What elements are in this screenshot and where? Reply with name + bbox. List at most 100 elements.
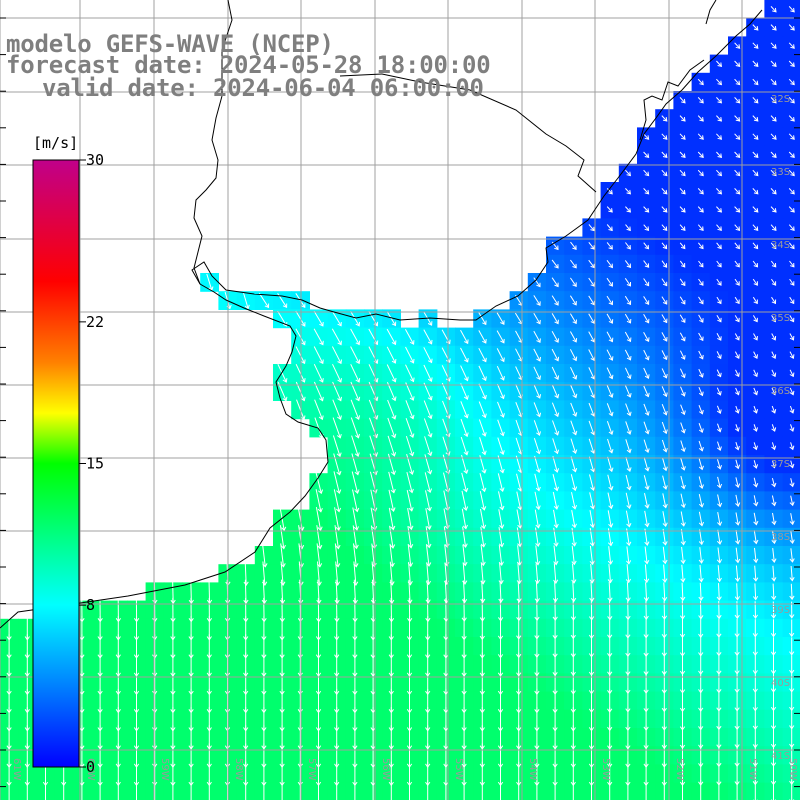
wind-arrow xyxy=(331,328,342,346)
wind-arrow xyxy=(717,512,723,527)
wind-arrow xyxy=(606,259,613,269)
wind-arrow xyxy=(753,405,758,414)
wind-arrow xyxy=(680,493,686,509)
latitude-label: 40S xyxy=(771,678,790,689)
colorbar-tick-label: 30 xyxy=(86,151,104,169)
wind-arrow xyxy=(332,417,342,439)
wind-arrow xyxy=(624,349,632,361)
wind-arrow xyxy=(534,581,540,603)
wind-arrow xyxy=(386,346,397,364)
wind-arrow xyxy=(716,565,722,583)
wind-arrow xyxy=(552,438,560,455)
wind-arrow xyxy=(552,473,559,492)
wind-arrow xyxy=(478,347,487,363)
wind-arrow xyxy=(405,364,415,383)
wind-arrow xyxy=(734,169,741,177)
wind-arrow xyxy=(698,314,704,323)
wind-arrow xyxy=(243,561,249,586)
wind-arrow xyxy=(461,580,468,604)
wind-arrow xyxy=(753,351,758,359)
wind-arrow xyxy=(661,278,668,287)
wind-arrow xyxy=(405,418,415,439)
wind-arrow xyxy=(662,546,668,565)
wind-arrow xyxy=(752,224,759,231)
wind-arrow xyxy=(313,328,324,346)
wind-arrow xyxy=(551,348,560,362)
wind-arrow xyxy=(386,328,397,346)
wind-arrow xyxy=(698,368,704,378)
latitude-label: 32S xyxy=(771,94,790,105)
wind-arrow xyxy=(315,507,323,532)
wind-arrow xyxy=(752,115,759,122)
valid-date: valid date: 2024-06-04 06:00:00 xyxy=(42,74,484,102)
wind-arrow xyxy=(423,400,433,420)
wind-arrow xyxy=(625,439,632,454)
wind-arrow xyxy=(316,525,323,550)
wind-arrow xyxy=(643,457,650,472)
wind-arrow xyxy=(316,579,322,605)
wind-arrow xyxy=(625,206,632,213)
wind-arrow xyxy=(661,115,668,122)
wind-arrow xyxy=(697,206,704,213)
wind-arrow xyxy=(313,346,324,365)
wind-arrow xyxy=(662,475,668,490)
wind-arrow xyxy=(643,133,650,140)
wind-arrow xyxy=(534,509,541,529)
wind-arrow xyxy=(661,206,668,213)
wind-arrow xyxy=(625,564,632,584)
wind-arrow xyxy=(753,333,758,341)
wind-arrow xyxy=(258,292,270,309)
wind-arrow xyxy=(788,6,795,13)
wind-arrow xyxy=(716,242,722,250)
wind-arrow xyxy=(771,530,777,545)
wind-arrow xyxy=(789,424,795,432)
wind-arrow xyxy=(295,363,306,383)
wind-arrow xyxy=(643,331,650,342)
wind-arrow xyxy=(788,151,795,159)
longitude-label: 54W xyxy=(527,758,538,781)
wind-arrow xyxy=(480,508,487,530)
wind-arrow xyxy=(480,580,486,604)
wind-arrow xyxy=(625,492,632,510)
latitude-label: 37S xyxy=(771,459,790,470)
wind-arrow xyxy=(553,509,559,529)
wind-arrow xyxy=(588,277,595,287)
wind-arrow xyxy=(569,349,578,362)
wind-arrow xyxy=(752,242,759,250)
wind-arrow xyxy=(770,169,777,177)
wind-arrow xyxy=(661,421,668,435)
wind-arrow xyxy=(680,582,686,602)
wind-arrow xyxy=(570,384,578,399)
wind-arrow xyxy=(661,188,668,195)
wind-arrow xyxy=(697,151,704,159)
colorbar-tick-label: 0 xyxy=(86,758,95,776)
wind-arrow xyxy=(497,401,505,418)
wind-arrow xyxy=(679,133,686,140)
wind-arrow xyxy=(697,188,704,195)
wind-arrow xyxy=(533,384,542,399)
wind-arrow xyxy=(771,351,777,359)
wind-arrow xyxy=(734,278,740,286)
wind-arrow xyxy=(407,526,414,549)
wind-arrow xyxy=(552,456,560,473)
wind-arrow xyxy=(277,310,288,327)
coastline xyxy=(0,0,763,629)
wind-arrow xyxy=(388,507,396,531)
wind-arrow xyxy=(460,418,469,438)
wind-arrow xyxy=(333,471,342,495)
wind-arrow xyxy=(788,78,795,86)
wind-arrow xyxy=(571,545,577,566)
wind-arrow xyxy=(734,351,740,359)
wind-arrow xyxy=(788,169,795,177)
wind-arrow xyxy=(789,583,795,601)
wind-arrow xyxy=(679,296,686,305)
wind-arrow xyxy=(771,460,777,469)
wind-arrow xyxy=(589,581,595,603)
wind-arrow xyxy=(498,527,505,548)
wind-arrow xyxy=(679,242,686,250)
wind-arrow xyxy=(679,188,686,195)
wind-arrow xyxy=(752,296,758,305)
wind-arrow xyxy=(770,188,777,195)
wind-arrow xyxy=(770,78,777,86)
wind-arrow xyxy=(533,438,541,455)
